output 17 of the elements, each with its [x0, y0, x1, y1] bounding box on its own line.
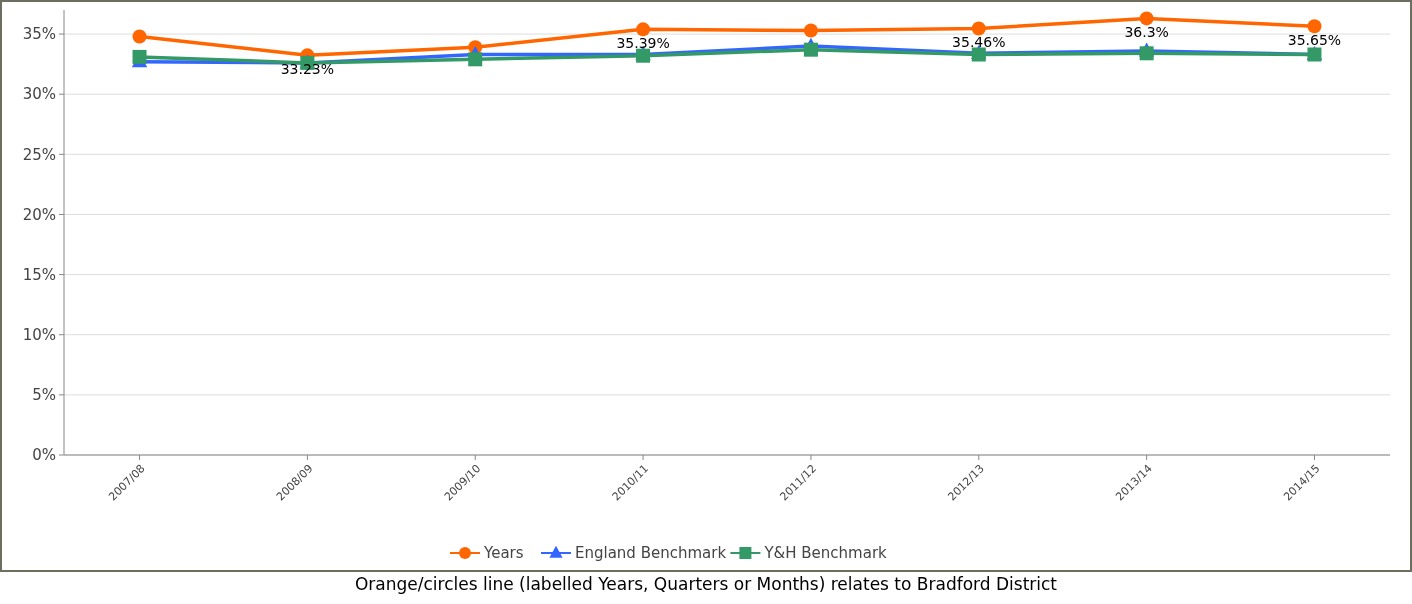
- data-label: 35.39%: [616, 35, 670, 52]
- data-label: 33.23%: [280, 61, 335, 78]
- y-tick-label: 0%: [32, 446, 56, 465]
- legend-label: Years: [483, 544, 524, 563]
- y-tick-label: 5%: [32, 386, 56, 405]
- y-tick-label: 10%: [22, 325, 56, 344]
- y-tick-label: 35%: [22, 25, 56, 44]
- y-tick-label: 30%: [22, 85, 56, 104]
- legend-label: Y&H Benchmark: [763, 544, 888, 563]
- data-label: 35.65%: [1287, 32, 1342, 49]
- y-tick-label: 25%: [22, 145, 56, 164]
- y-tick-label: 15%: [22, 265, 56, 284]
- text: Orange/circles line (labelled Years, Quarters or Months) relates to Bradford District: [354, 574, 1058, 594]
- data-label: 36.3%: [1124, 24, 1169, 41]
- legend-label: England Benchmark: [575, 544, 727, 563]
- y-tick-label: 20%: [22, 205, 56, 224]
- data-label: 35.46%: [952, 34, 1006, 51]
